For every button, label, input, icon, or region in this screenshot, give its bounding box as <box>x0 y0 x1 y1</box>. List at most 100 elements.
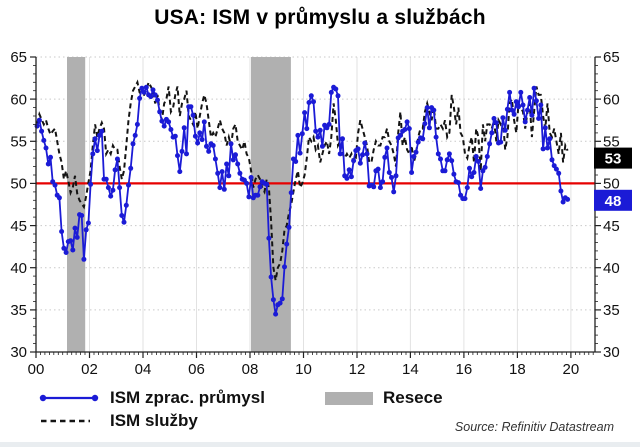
manufacturing-point <box>63 250 69 255</box>
x-tick-label: 16 <box>456 361 473 378</box>
manufacturing-point <box>137 95 143 101</box>
badge-box <box>594 147 632 169</box>
manufacturing-point <box>382 154 388 160</box>
manufacturing-point <box>157 109 163 115</box>
manufacturing-point <box>188 104 194 110</box>
manufacturing-point <box>513 99 519 105</box>
manufacturing-point <box>39 128 45 134</box>
manufacturing-point <box>132 132 138 138</box>
manufacturing-point <box>88 181 94 187</box>
manufacturing-point <box>141 89 147 95</box>
manufacturing-point <box>411 154 417 159</box>
manufacturing-point <box>99 128 105 134</box>
manufacturing-point <box>444 157 450 163</box>
legend-item-services: ISM služby <box>38 411 198 431</box>
y-tick-label-right: 45 <box>603 218 620 235</box>
manufacturing-point <box>199 137 205 143</box>
manufacturing-point <box>397 132 403 138</box>
manufacturing-point <box>119 213 125 218</box>
manufacturing-point <box>507 89 513 95</box>
manufacturing-point <box>340 136 345 142</box>
manufacturing-point <box>393 173 399 179</box>
legend-item-manufacturing: ISM zprac. průmysl <box>38 388 265 408</box>
manufacturing-point <box>520 102 526 108</box>
manufacturing-point <box>306 100 312 105</box>
manufacturing-point <box>228 141 234 147</box>
manufacturing-point <box>155 97 160 103</box>
manufacturing-point <box>152 92 158 98</box>
manufacturing-point <box>302 110 308 116</box>
manufacturing-point <box>509 107 515 113</box>
legend-label-manufacturing: ISM zprac. průmysl <box>110 388 265 407</box>
recession-band <box>251 57 291 352</box>
manufacturing-point <box>360 152 365 158</box>
manufacturing-point <box>406 126 412 132</box>
manufacturing-point <box>41 137 47 143</box>
manufacturing-point <box>273 311 279 317</box>
manufacturing-point <box>105 185 111 191</box>
badge-value: 53 <box>605 151 622 168</box>
manufacturing-point <box>484 154 490 159</box>
manufacturing-point <box>192 133 198 139</box>
manufacturing-point <box>471 170 477 175</box>
y-tick-label-right: 60 <box>603 91 620 108</box>
latest-value-badge-manufacturing: 48 <box>594 189 632 211</box>
manufacturing-point <box>422 121 428 127</box>
recession-band <box>67 57 86 352</box>
manufacturing-point <box>317 127 323 133</box>
manufacturing-point <box>451 171 457 177</box>
bottom-edge-strip <box>0 442 640 447</box>
manufacturing-point <box>172 133 178 139</box>
x-tick-label: 08 <box>242 361 259 378</box>
manufacturing-point <box>282 264 287 270</box>
legend-label-recession: Resece <box>383 388 443 407</box>
manufacturing-point <box>43 145 49 151</box>
manufacturing-point <box>59 229 65 234</box>
manufacturing-point <box>348 174 354 180</box>
x-tick-label: 04 <box>135 361 152 378</box>
manufacturing-point <box>533 98 539 104</box>
manufacturing-point <box>195 140 201 146</box>
y-tick-label-right: 55 <box>603 134 620 151</box>
services-line-sample <box>41 419 90 423</box>
manufacturing-point <box>384 145 390 151</box>
manufacturing-point <box>525 107 530 113</box>
manufacturing-point <box>128 165 134 171</box>
manufacturing-point <box>121 219 127 225</box>
manufacturing-point <box>177 169 183 175</box>
y-tick-label-left: 60 <box>10 91 27 108</box>
manufacturing-point <box>522 119 528 125</box>
manufacturing-point <box>482 164 488 170</box>
manufacturing-point <box>94 148 100 154</box>
y-tick-label-left: 45 <box>10 218 27 235</box>
manufacturing-point <box>344 175 350 181</box>
manufacturing-point <box>333 86 339 92</box>
manufacturing-point <box>504 106 510 112</box>
manufacturing-point <box>473 154 479 159</box>
manufacturing-point <box>319 143 325 149</box>
y-tick-label-left: 30 <box>10 344 27 361</box>
manufacturing-point <box>175 153 180 159</box>
manufacturing-point <box>217 185 223 191</box>
manufacturing-point <box>442 168 448 174</box>
manufacturing-point <box>159 118 165 124</box>
manufacturing-point <box>455 180 461 186</box>
manufacturing-point <box>123 202 129 208</box>
manufacturing-point <box>248 175 254 180</box>
manufacturing-line-sample <box>39 394 99 402</box>
legend-label-services: ISM služby <box>110 411 198 430</box>
manufacturing-point <box>489 130 495 136</box>
manufacturing-point <box>293 159 299 164</box>
manufacturing-point <box>377 185 383 191</box>
manufacturing-point <box>255 192 261 198</box>
manufacturing-point <box>114 156 120 162</box>
manufacturing-point <box>547 136 553 142</box>
manufacturing-point <box>420 136 426 142</box>
manufacturing-point <box>337 151 343 157</box>
manufacturing-point <box>308 93 314 99</box>
manufacturing-point <box>315 134 321 140</box>
x-tick-label: 12 <box>349 361 366 378</box>
manufacturing-point <box>221 186 227 192</box>
manufacturing-point <box>536 116 542 121</box>
